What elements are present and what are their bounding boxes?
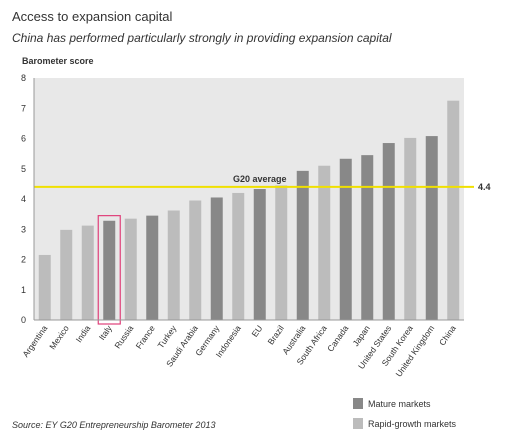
x-tick-label-eu: EU bbox=[249, 323, 264, 338]
x-tick-label-france: France bbox=[134, 323, 158, 351]
bar-russia bbox=[124, 218, 137, 320]
bar-south-korea bbox=[404, 137, 417, 320]
bar-saudi-arabia bbox=[189, 200, 202, 320]
y-axis-label: Barometer score bbox=[22, 56, 94, 66]
bar-france bbox=[146, 215, 159, 320]
x-tick-label-argentina: Argentina bbox=[20, 323, 49, 359]
bar-mexico bbox=[60, 229, 73, 320]
x-tick-label-canada: Canada bbox=[325, 323, 350, 353]
y-tick-label: 0 bbox=[21, 315, 26, 325]
legend-label-rapid: Rapid-growth markets bbox=[368, 419, 457, 429]
legend-label-mature: Mature markets bbox=[368, 399, 431, 409]
y-tick-label: 3 bbox=[21, 224, 26, 234]
y-tick-label: 2 bbox=[21, 255, 26, 265]
bar-argentina bbox=[38, 254, 51, 320]
bar-turkey bbox=[167, 210, 180, 320]
bar-indonesia bbox=[232, 192, 245, 320]
y-tick-label: 1 bbox=[21, 285, 26, 295]
y-tick-label: 6 bbox=[21, 134, 26, 144]
chart-title: Access to expansion capital bbox=[12, 9, 173, 24]
source-note: Source: EY G20 Entrepreneurship Baromete… bbox=[12, 420, 215, 430]
y-tick-label: 4 bbox=[21, 194, 26, 204]
bar-china bbox=[447, 100, 460, 320]
chart-subtitle: China has performed particularly strongl… bbox=[12, 31, 392, 45]
bar-eu bbox=[253, 189, 266, 320]
x-tick-label-mexico: Mexico bbox=[47, 323, 71, 351]
average-value-label: 4.4 bbox=[478, 182, 491, 192]
x-tick-label-russia: Russia bbox=[112, 323, 135, 350]
bar-united-kingdom bbox=[425, 136, 438, 320]
average-label: G20 average bbox=[233, 174, 287, 184]
legend: Mature markets Rapid-growth markets bbox=[353, 398, 457, 429]
legend-swatch-rapid bbox=[353, 418, 363, 429]
legend-swatch-mature bbox=[353, 398, 363, 409]
bar-germany bbox=[210, 197, 223, 320]
bar-brazil bbox=[275, 185, 288, 320]
y-axis-ticks: 0 1 2 3 4 5 6 7 8 bbox=[21, 73, 26, 325]
axes bbox=[33, 78, 464, 321]
highlight-box bbox=[97, 215, 121, 325]
y-tick-label: 5 bbox=[21, 164, 26, 174]
y-tick-label: 7 bbox=[21, 103, 26, 113]
bar-south-africa bbox=[318, 165, 331, 320]
average-line-group: G20 average 4.4 bbox=[34, 174, 491, 192]
bar-canada bbox=[339, 158, 352, 320]
bar-india bbox=[81, 225, 94, 320]
x-tick-label-brazil: Brazil bbox=[265, 323, 285, 346]
x-tick-label-italy: Italy bbox=[97, 323, 115, 342]
bar-italy bbox=[103, 220, 116, 320]
bar-australia bbox=[296, 170, 309, 320]
x-tick-label-china: China bbox=[437, 323, 458, 347]
bars bbox=[38, 100, 460, 325]
x-tick-label-japan: Japan bbox=[350, 323, 372, 348]
x-tick-label-india: India bbox=[74, 323, 93, 344]
bar-united-states bbox=[382, 143, 395, 320]
y-tick-label: 8 bbox=[21, 73, 26, 83]
bar-japan bbox=[361, 155, 374, 320]
